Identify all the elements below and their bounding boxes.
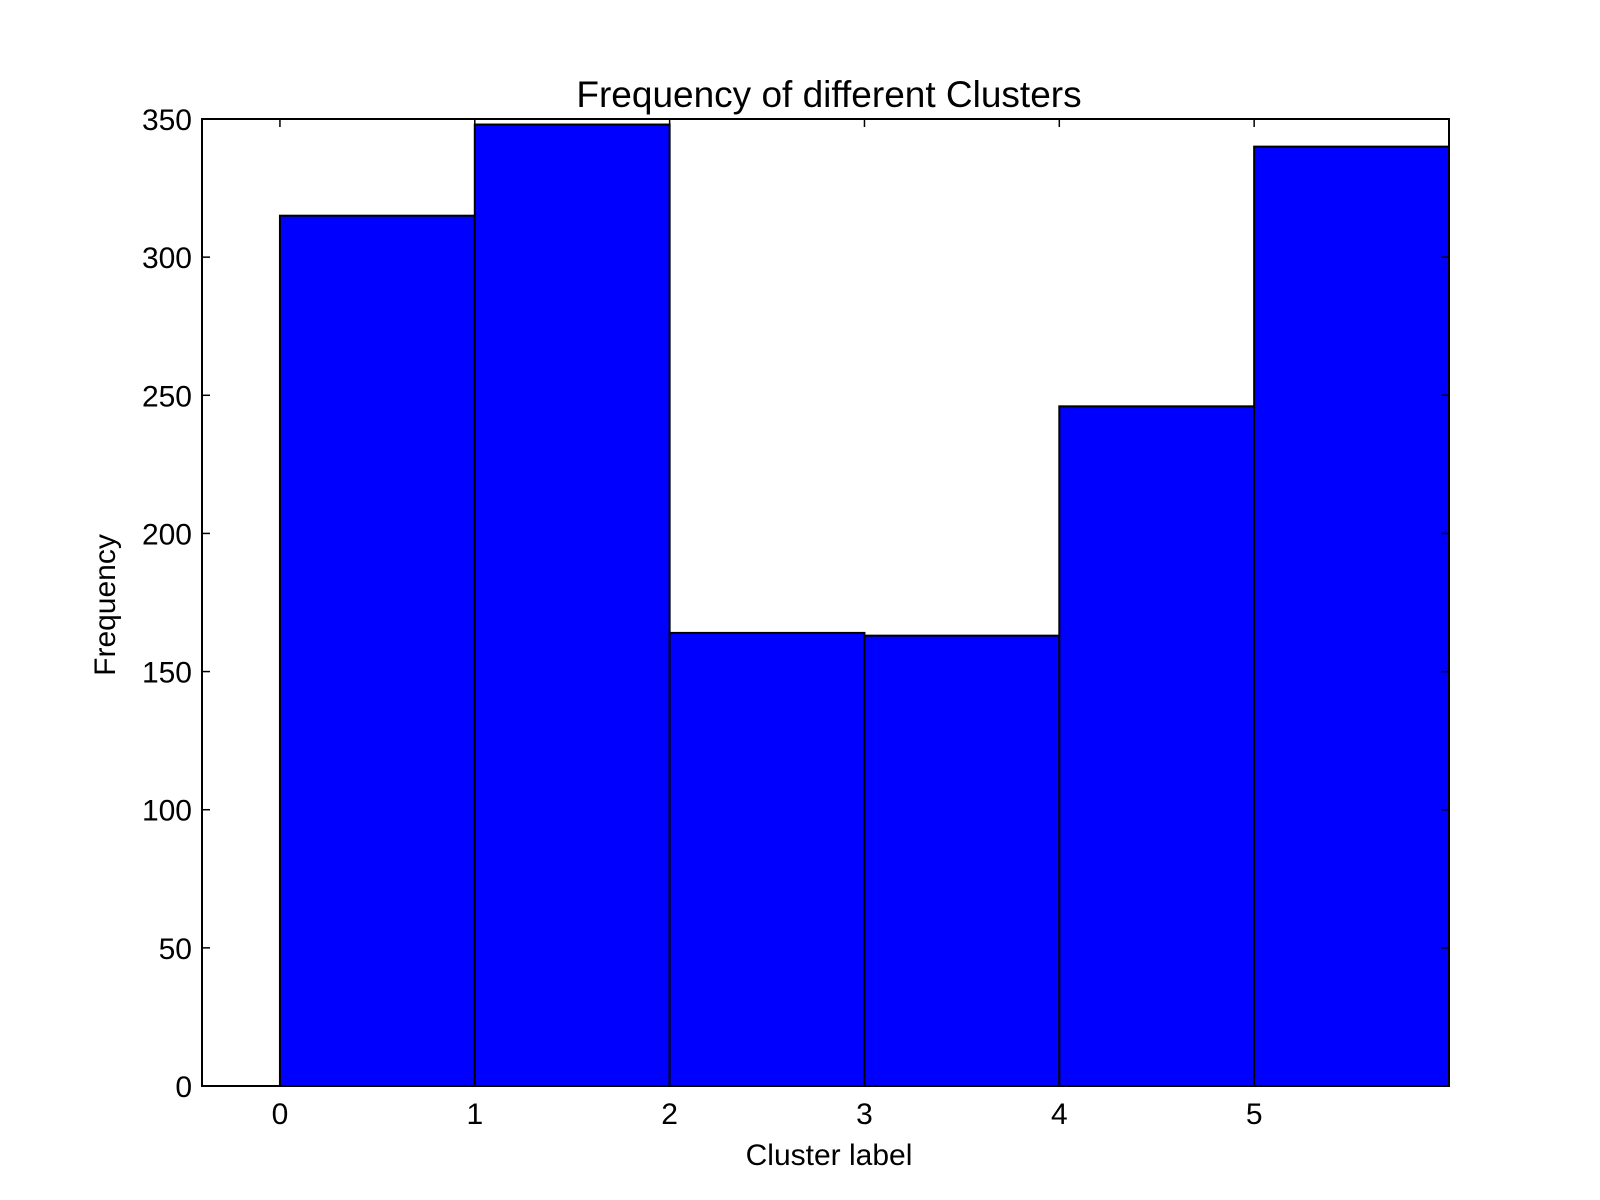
x-tick-label: 0 — [272, 1098, 289, 1131]
y-tick-label: 200 — [142, 518, 192, 551]
y-tick-labels: 0 50 100 150 200 250 300 350 — [142, 104, 192, 1104]
y-tick-label: 150 — [142, 657, 192, 690]
bar-cluster-0 — [278, 214, 476, 1087]
bar-cluster-2 — [668, 631, 866, 1087]
x-tick-label: 1 — [466, 1098, 483, 1131]
bar-cluster-3 — [863, 634, 1061, 1087]
plot-frame — [201, 118, 1450, 1087]
y-tick-label: 0 — [175, 1071, 192, 1104]
x-tick-labels: 0 1 2 3 4 5 — [272, 1098, 1263, 1131]
x-axis-label: Cluster label — [746, 1139, 913, 1172]
chart-title: Frequency of different Clusters — [576, 74, 1081, 115]
y-tick-label: 100 — [142, 795, 192, 828]
x-tick-label: 3 — [856, 1098, 873, 1131]
x-tick-label: 5 — [1246, 1098, 1263, 1131]
tick-group — [202, 118, 1449, 1087]
bar-cluster-4 — [1058, 405, 1256, 1087]
y-tick-label: 50 — [159, 933, 192, 966]
bar-cluster-1 — [473, 123, 671, 1088]
y-tick-label: 250 — [142, 380, 192, 413]
x-tick-label: 2 — [661, 1098, 678, 1131]
x-tick-label: 4 — [1051, 1098, 1068, 1131]
y-tick-label: 350 — [142, 104, 192, 137]
bar-cluster-5 — [1253, 145, 1450, 1087]
y-tick-label: 300 — [142, 242, 192, 275]
y-axis-label: Frequency — [89, 534, 122, 676]
bar-group — [278, 123, 1450, 1088]
